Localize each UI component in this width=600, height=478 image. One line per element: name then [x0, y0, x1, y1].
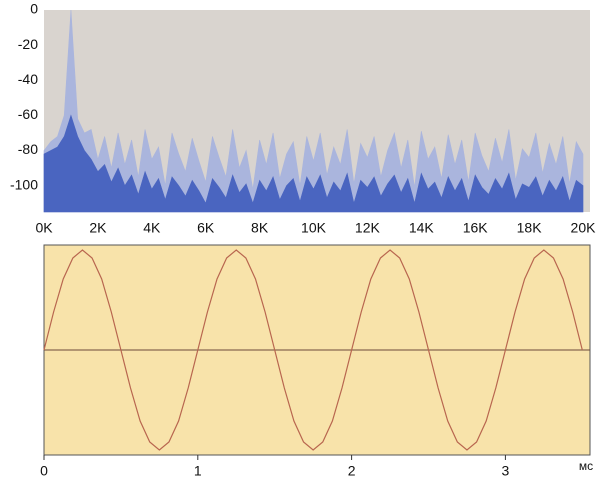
spectrum-area	[43, 9, 584, 213]
y-tick-label: -100	[10, 176, 38, 192]
x-tick-label: 8K	[251, 220, 269, 236]
x-tick-label: 3	[502, 463, 510, 478]
spectrum-area	[43, 114, 584, 213]
x-tick-label: 0K	[35, 220, 53, 236]
x-tick-label: 0	[40, 463, 48, 478]
x-tick-label: 18K	[517, 220, 543, 236]
x-tick-label: 16K	[463, 220, 489, 236]
y-tick-label: -60	[18, 106, 38, 122]
x-tick-label: 6K	[197, 220, 215, 236]
x-tick-label: 2	[348, 463, 356, 478]
x-tick-label: 1	[194, 463, 202, 478]
x-tick-label: 20K	[571, 220, 597, 236]
x-tick-label: 10K	[301, 220, 327, 236]
x-tick-label: 4K	[143, 220, 161, 236]
y-tick-label: -80	[18, 141, 38, 157]
waveform	[43, 249, 583, 451]
x-tick-label: 2K	[89, 220, 107, 236]
y-tick-label: -20	[18, 36, 38, 52]
x-axis-label: мс	[579, 459, 593, 473]
y-tick-label: 0	[30, 1, 38, 17]
x-tick-label: 14K	[409, 220, 435, 236]
y-tick-label: -40	[18, 71, 38, 87]
x-tick-label: 12K	[355, 220, 381, 236]
